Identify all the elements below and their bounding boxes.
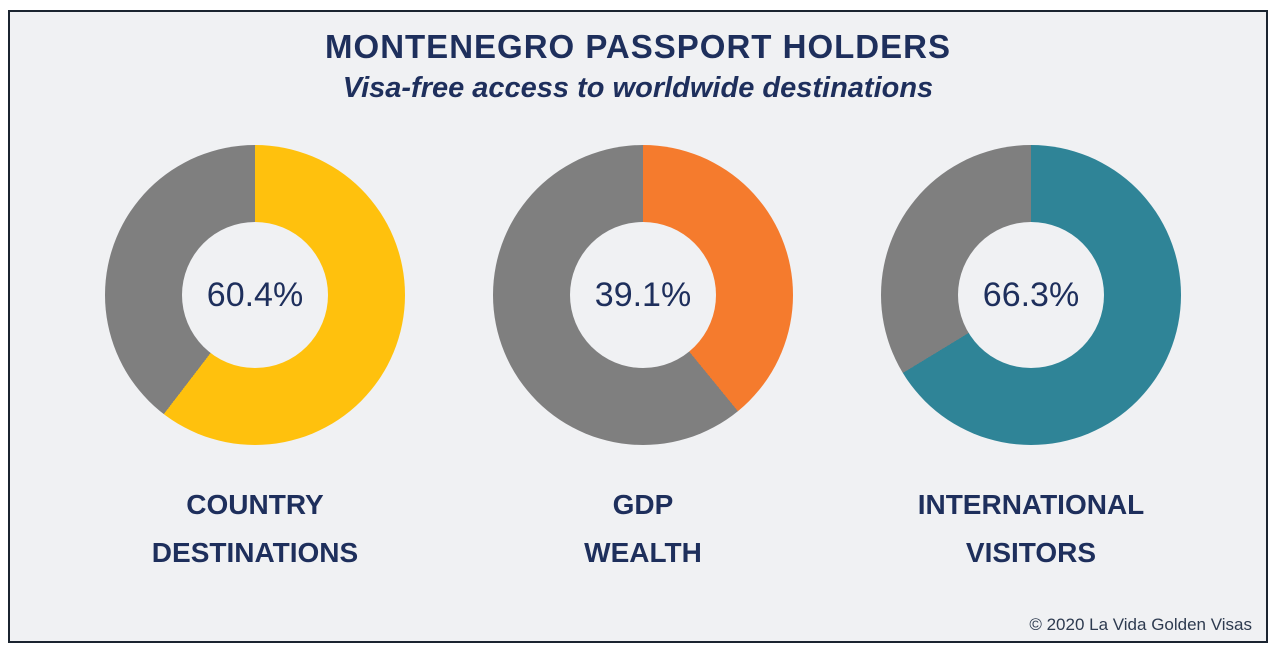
donut-value-international-visitors: 66.3% — [982, 275, 1080, 314]
donut-group-international-visitors: 66.3% INTERNATIONAL VISITORS — [871, 145, 1191, 577]
page-title: MONTENEGRO PASSPORT HOLDERS — [325, 28, 951, 65]
infographic-panel: MONTENEGRO PASSPORT HOLDERS Visa-free ac… — [8, 10, 1268, 643]
donut-chart-international-visitors: 66.3% — [881, 145, 1181, 445]
copyright-text: © 2020 La Vida Golden Visas — [1029, 615, 1252, 634]
donut-label-line2: DESTINATIONS — [151, 537, 359, 568]
donut-label-gdp-wealth: GDP WEALTH — [584, 481, 702, 577]
donut-hole: 66.3% — [958, 222, 1104, 368]
donut-hole: 60.4% — [182, 222, 328, 368]
donut-label-line2: WEALTH — [584, 537, 702, 568]
donut-value-gdp-wealth: 39.1% — [594, 275, 692, 314]
page-subtitle: Visa-free access to worldwide destinatio… — [342, 72, 934, 104]
donut-label-country-destinations: COUNTRY DESTINATIONS — [152, 481, 358, 577]
donut-group-gdp-wealth: 39.1% GDP WEALTH — [483, 145, 803, 577]
header: MONTENEGRO PASSPORT HOLDERS Visa-free ac… — [10, 12, 1266, 105]
donut-label-line1: INTERNATIONAL — [917, 489, 1145, 520]
donut-label-line2: VISITORS — [965, 537, 1097, 568]
donut-chart-country-destinations: 60.4% — [105, 145, 405, 445]
donut-row: 60.4% COUNTRY DESTINATIONS 39.1% GDP WEA… — [10, 145, 1266, 577]
donut-value-country-destinations: 60.4% — [206, 275, 304, 314]
donut-group-country-destinations: 60.4% COUNTRY DESTINATIONS — [95, 145, 415, 577]
donut-label-line1: COUNTRY — [186, 489, 324, 520]
donut-label-line1: GDP — [612, 489, 674, 520]
donut-chart-gdp-wealth: 39.1% — [493, 145, 793, 445]
donut-label-international-visitors: INTERNATIONAL VISITORS — [918, 481, 1145, 577]
donut-hole: 39.1% — [570, 222, 716, 368]
